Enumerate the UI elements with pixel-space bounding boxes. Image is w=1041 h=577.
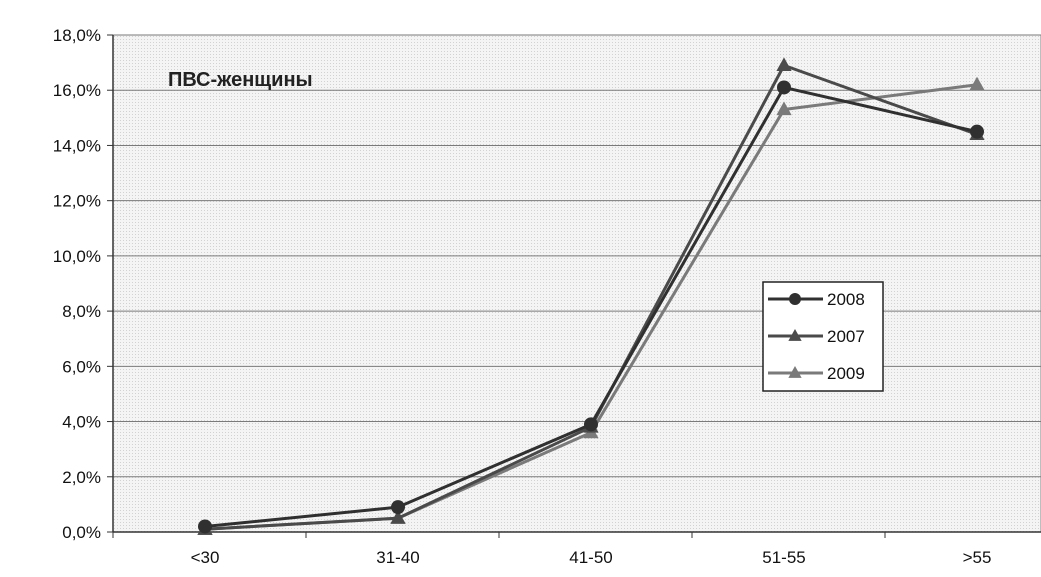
y-tick-label: 8,0% [62,302,101,321]
legend-label-2008: 2008 [827,290,865,309]
y-tick-label: 12,0% [53,192,101,211]
y-tick-label: 10,0% [53,247,101,266]
x-tick-label: 51-55 [762,548,805,567]
data-point-2007 [776,57,792,71]
y-tick-label: 4,0% [62,413,101,432]
x-tick-label: <30 [191,548,220,567]
y-tick-label: 14,0% [53,136,101,155]
y-tick-label: 0,0% [62,523,101,542]
legend-label-2009: 2009 [827,364,865,383]
data-point-2008 [391,500,405,515]
x-tick-label: 31-40 [376,548,419,567]
legend-marker-2008 [789,293,801,305]
legend-marker-2007 [788,329,802,341]
plot-area [112,34,1041,533]
axes [107,34,1041,538]
data-point-2008 [970,124,984,139]
y-tick-label: 16,0% [53,81,101,100]
y-tick-label: 6,0% [62,357,101,376]
series-lines [197,57,985,535]
data-point-2009 [776,101,792,116]
y-axis-tick-labels: 0,0% 2,0% 4,0% 6,0% 8,0% 10,0% 12,0% 14,0% 16,0%… [53,26,101,542]
data-point-2007 [390,510,406,524]
grid-lines [113,34,1041,478]
y-tick-label: 18,0% [53,26,101,45]
data-point-2008 [584,417,598,432]
legend-label-2007: 2007 [827,327,865,346]
legend-marker-2009 [788,366,802,378]
x-axis-tick-labels: <30 31-40 41-50 51-55 >55 [191,548,992,567]
data-point-2008 [777,80,791,95]
data-point-2009 [969,76,985,91]
chart-title: ПВС-женщины [168,69,313,91]
x-tick-label: 41-50 [569,548,612,567]
series-2008 [198,80,984,534]
legend: 2008 2007 2009 [762,281,884,392]
y-tick-label: 2,0% [62,468,101,487]
x-tick-label: >55 [963,548,992,567]
data-point-2008 [198,519,212,534]
